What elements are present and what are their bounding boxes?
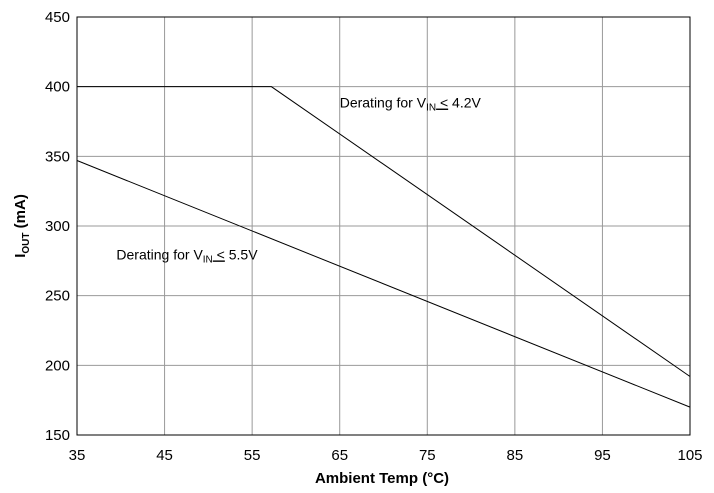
annotation-value: 4.2V [448,95,481,111]
grid [76,16,691,436]
y-tick-label: 350 [45,148,70,165]
y-tick-label: 250 [45,288,70,305]
x-tick-label: 65 [331,447,348,464]
y-tick-label: 150 [45,427,70,444]
derating-annotation: Derating for VIN < 5.5V [116,246,258,265]
x-tick-label: 35 [69,447,86,464]
y-axis-title-main: I [12,254,29,258]
y-axis-title-rest: (mA) [12,194,29,232]
y-tick-label: 450 [45,9,70,26]
annotation-subscript: IN [426,103,436,114]
y-tick-label: 300 [45,218,70,235]
x-tick-label: 75 [419,447,436,464]
tick-labels: 35 45 55 65 75 85 95 105 150 200 250 300 350 400 450 [45,9,703,464]
x-tick-label: 95 [594,447,611,464]
annotation-leq: < [213,246,225,262]
annotation-value: 5.5V [225,246,258,262]
series-line [76,160,691,408]
annotation-leq: < [436,95,448,111]
x-tick-label: 105 [677,447,702,464]
annotation-subscript: IN [203,254,213,265]
annotation-prefix: Derating for V [340,95,427,111]
y-axis-title: IOUT (mA) [12,194,32,258]
y-tick-label: 400 [45,79,70,96]
x-tick-label: 55 [244,447,261,464]
derating-annotation: Derating for VIN < 4.2V [340,95,482,114]
plot-frame [76,16,691,436]
annotation-prefix: Derating for V [116,246,203,262]
y-tick-label: 200 [45,357,70,374]
series-line [77,86,691,377]
y-axis-title-sub: OUT [21,233,32,254]
x-tick-label: 85 [507,447,524,464]
x-axis-title: Ambient Temp (°C) [315,470,449,487]
series-layer [76,86,691,408]
x-tick-label: 45 [156,447,173,464]
